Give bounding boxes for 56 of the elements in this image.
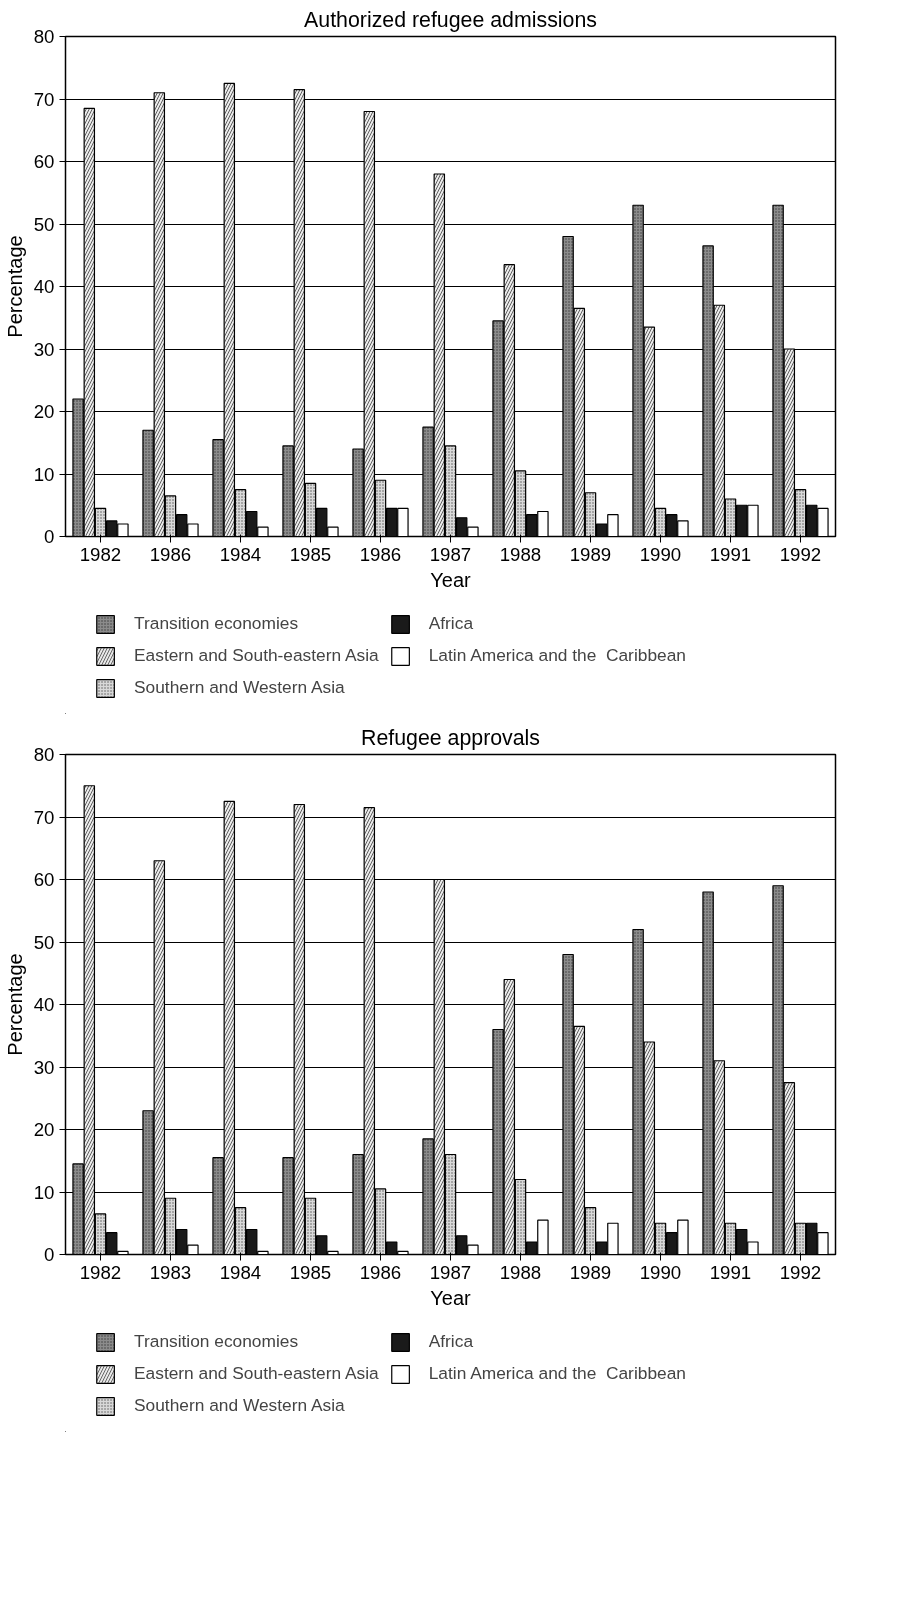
legend-label: Eastern and South-eastern Asia — [134, 1363, 379, 1384]
y-axis-title: Percentage — [3, 235, 26, 338]
y-tick-label: 60 — [33, 151, 55, 172]
x-tick-label: 1987 — [429, 543, 472, 565]
y-tick-label: 20 — [33, 401, 55, 422]
legend-label: Southern and Western Asia — [134, 677, 345, 698]
y-tick-label: 50 — [33, 213, 55, 235]
x-tick-label: 1986 — [359, 543, 402, 565]
x-tick-label: 1992 — [779, 1261, 822, 1283]
y-tick-label: 0 — [44, 526, 55, 547]
y-tick-label: 30 — [33, 1056, 55, 1078]
y-tick-label: 80 — [33, 26, 55, 47]
y-tick-label: 80 — [33, 744, 55, 765]
x-tick-label: 1983 — [149, 1261, 192, 1283]
chart-title: Authorized refugee admissions — [304, 7, 597, 32]
x-tick-label: 1985 — [289, 543, 332, 565]
y-tick-label: 60 — [33, 869, 55, 890]
x-axis-title: Year — [430, 1286, 472, 1309]
y-tick-label: 70 — [33, 88, 55, 110]
y-tick-label: 20 — [33, 1119, 55, 1140]
x-tick-label: 1988 — [499, 1261, 542, 1283]
x-tick-label: 1989 — [569, 543, 612, 565]
legend-label: Africa — [428, 613, 474, 634]
y-tick-label: 50 — [33, 931, 55, 953]
x-tick-label: 1988 — [499, 543, 542, 565]
legend-label: Eastern and South-eastern Asia — [134, 645, 379, 666]
legend-label: Transition economies — [134, 1331, 299, 1352]
legend-label: Latin America and the Caribbean — [428, 645, 686, 666]
x-tick-label: 1984 — [219, 1261, 262, 1283]
y-tick-label: 40 — [33, 276, 55, 297]
chart-title: Refugee approvals — [360, 725, 541, 750]
x-tick-label: 1989 — [569, 1261, 612, 1283]
x-tick-label: 1992 — [779, 543, 822, 565]
legend-label: Southern and Western Asia — [134, 1395, 345, 1416]
x-tick-label: 1986 — [149, 543, 192, 565]
y-tick-label: 70 — [33, 806, 55, 828]
x-tick-label: 1982 — [79, 543, 122, 565]
x-tick-label: 1991 — [709, 543, 752, 565]
x-tick-label: 1986 — [359, 1261, 402, 1283]
x-tick-label: 1990 — [639, 1261, 682, 1283]
x-tick-label: 1984 — [219, 543, 262, 565]
x-tick-label: 1982 — [79, 1261, 122, 1283]
x-tick-label: 1990 — [639, 543, 682, 565]
y-axis-title: Percentage — [3, 953, 26, 1056]
x-axis-title: Year — [430, 568, 472, 591]
legend-label: Transition economies — [134, 613, 299, 634]
y-tick-label: 40 — [33, 994, 55, 1015]
x-tick-label: 1987 — [429, 1261, 472, 1283]
y-tick-label: 0 — [44, 1244, 55, 1265]
y-tick-label: 10 — [33, 1181, 55, 1203]
x-tick-label: 1991 — [709, 1261, 752, 1283]
x-tick-label: 1985 — [289, 1261, 332, 1283]
y-tick-label: 30 — [33, 338, 55, 360]
legend-label: Latin America and the Caribbean — [428, 1363, 686, 1384]
legend-label: Africa — [428, 1331, 474, 1352]
y-tick-label: 10 — [33, 463, 55, 485]
